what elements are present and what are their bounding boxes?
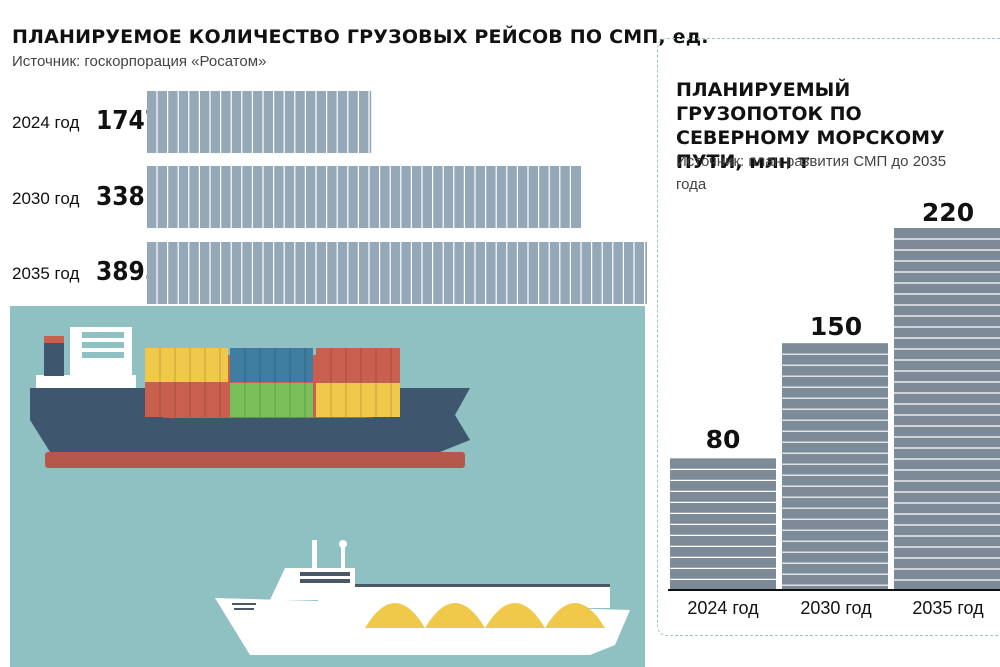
left-year-label-1: 2024 год <box>12 113 80 132</box>
right-chart-title: ПЛАНИРУЕМЫЙ ГРУЗОПОТОК ПО СЕВЕРНОМУ МОРС… <box>676 79 945 173</box>
right-bars <box>670 228 1000 590</box>
right-value-label-1: 80 <box>705 425 741 454</box>
left-bar-3 <box>147 242 647 304</box>
right-bar-3 <box>894 228 1000 590</box>
gas-tank-2 <box>425 603 485 628</box>
right-value-label-3: 220 <box>921 198 975 227</box>
right-year-label-3: 2035 год <box>912 598 984 618</box>
container-ship-funnel <box>44 336 64 376</box>
right-bar-2 <box>782 343 888 590</box>
right-value-label-2: 150 <box>809 312 863 341</box>
gas-tanker-illustration <box>215 540 630 655</box>
right-chart-source: Источник: план развития СМП до 2035 года <box>676 153 947 193</box>
gas-tank-3 <box>485 603 545 628</box>
left-chart-title: ПЛАНИРУЕМОЕ КОЛИЧЕСТВО ГРУЗОВЫХ РЕЙСОВ П… <box>12 26 709 48</box>
gas-tanker-mast-1 <box>312 540 317 570</box>
container-yellow-1 <box>145 348 228 382</box>
right-year-label-2: 2030 год <box>800 598 872 618</box>
container-green-1 <box>230 383 313 417</box>
container-red-1 <box>316 348 400 382</box>
gas-tank-1 <box>365 603 425 628</box>
gas-tanker-mast-2 <box>341 546 345 570</box>
left-year-label-2: 2030 год <box>12 189 80 208</box>
container-red-2 <box>145 383 228 417</box>
left-chart-source: Источник: госкорпорация «Росатом» <box>12 53 267 70</box>
container-blue-1 <box>230 348 313 382</box>
left-year-label-3: 2035 год <box>12 264 80 283</box>
left-bar-2 <box>147 166 582 228</box>
left-bars <box>147 91 647 304</box>
gas-tank-4 <box>545 603 605 628</box>
right-chart-baseline <box>668 589 1000 591</box>
right-year-label-1: 2024 год <box>687 598 759 618</box>
container-yellow-2 <box>316 383 400 417</box>
container-ship-deck <box>36 375 136 388</box>
container-ship-keel <box>45 452 465 468</box>
container-ship-illustration <box>30 327 470 468</box>
right-chart-panel <box>657 38 1000 636</box>
left-bar-1 <box>147 91 372 153</box>
